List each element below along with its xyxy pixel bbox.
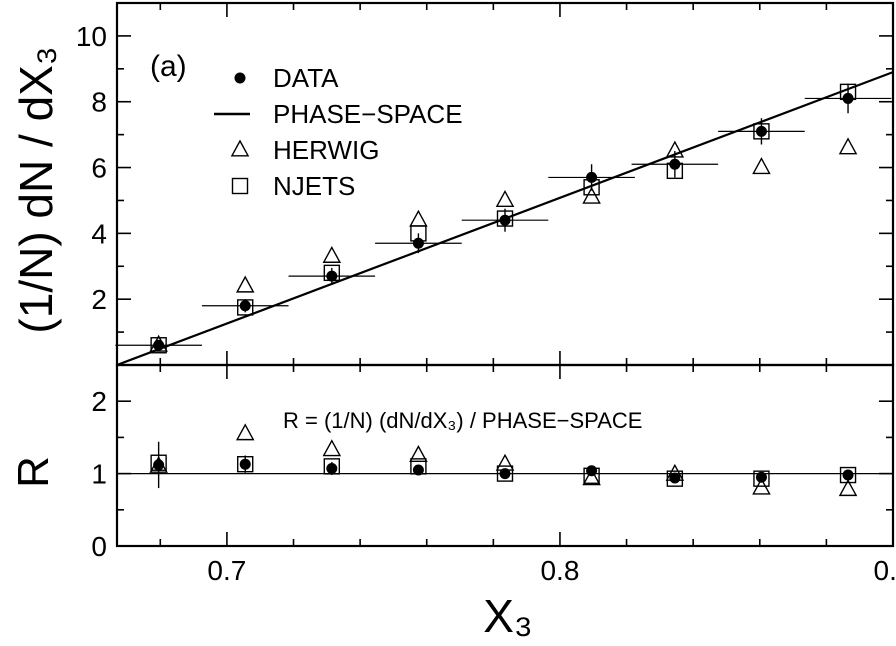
ratio-njets-point bbox=[666, 470, 684, 487]
y-tick-label: 2 bbox=[91, 284, 107, 315]
ratio-data-point bbox=[842, 469, 854, 481]
herwig-point bbox=[838, 137, 858, 155]
y-tick-label: 2 bbox=[91, 386, 107, 417]
ratio-herwig-point bbox=[235, 423, 255, 441]
y-tick-label: 0 bbox=[91, 531, 107, 562]
ratio-data-point bbox=[326, 463, 338, 475]
ratio-njets-point bbox=[237, 455, 254, 473]
data-point bbox=[586, 171, 598, 183]
ratio-njets-point bbox=[496, 465, 514, 482]
x-axis-label: X₃ bbox=[483, 590, 532, 642]
y-tick-label: 4 bbox=[91, 218, 107, 249]
legend-label: DATA bbox=[273, 63, 339, 93]
ratio-herwig-point bbox=[838, 479, 858, 497]
y-tick-label: 10 bbox=[76, 21, 107, 52]
ratio-data-point bbox=[586, 465, 598, 477]
chart-marks: 0.7 0.8 0.9 2 4 6 8 10 0 1 2 bbox=[76, 1, 896, 586]
legend-herwig-marker bbox=[230, 139, 250, 157]
data-point bbox=[755, 125, 767, 137]
data-point bbox=[239, 300, 251, 312]
data-point bbox=[153, 339, 165, 351]
top-panel-frame bbox=[115, 1, 895, 367]
ratio-herwig-point bbox=[582, 468, 601, 486]
data-point bbox=[326, 270, 338, 282]
x-tick-label: 0.7 bbox=[207, 555, 246, 586]
top-y-axis-label: (1/N) dN / dX₃ bbox=[10, 46, 62, 333]
data-point bbox=[842, 92, 854, 104]
x-tick-label: 0.8 bbox=[540, 555, 579, 586]
njets-point bbox=[753, 123, 770, 140]
legend: DATA PHASE−SPACE HERWIG NJETS bbox=[214, 63, 463, 201]
legend-label: HERWIG bbox=[273, 135, 379, 165]
x-tick-label: 0.9 bbox=[874, 555, 896, 586]
legend-label: NJETS bbox=[273, 171, 355, 201]
ratio-data-point bbox=[239, 458, 251, 470]
y-tick-label: 1 bbox=[91, 459, 107, 490]
herwig-point bbox=[752, 157, 771, 175]
y-tick-label: 8 bbox=[91, 87, 107, 118]
ratio-data-point bbox=[755, 471, 767, 483]
herwig-point bbox=[409, 209, 428, 227]
bottom-y-axis-label: R bbox=[9, 456, 58, 488]
legend-label: PHASE−SPACE bbox=[273, 99, 463, 129]
njets-point bbox=[237, 299, 254, 316]
y-tick-label: 6 bbox=[91, 153, 107, 184]
ratio-data-point bbox=[499, 468, 511, 480]
legend-njets-marker bbox=[231, 177, 249, 195]
ratio-njets-point bbox=[839, 466, 857, 484]
ratio-data-point bbox=[669, 472, 681, 484]
herwig-point bbox=[582, 186, 601, 204]
herwig-point bbox=[235, 275, 255, 293]
ratio-annotation: R = (1/N) (dN/dX₃) / PHASE−SPACE bbox=[283, 408, 642, 433]
ratio-data-point bbox=[153, 459, 165, 471]
ratio-herwig-point bbox=[409, 445, 428, 463]
bottom-panel-frame bbox=[115, 363, 895, 548]
herwig-point bbox=[665, 140, 685, 158]
ratio-herwig-point bbox=[322, 439, 342, 457]
ratio-njets-point bbox=[753, 470, 770, 487]
data-point bbox=[499, 214, 511, 226]
legend-data-marker bbox=[234, 72, 246, 84]
ratio-data-point bbox=[412, 464, 424, 476]
herwig-point bbox=[322, 245, 342, 263]
ratio-herwig-point bbox=[495, 453, 515, 471]
njets-point bbox=[496, 210, 514, 227]
njets-point bbox=[150, 337, 167, 354]
data-point bbox=[412, 237, 424, 249]
data-point bbox=[669, 158, 681, 170]
herwig-point bbox=[495, 189, 515, 208]
panel-label: (a) bbox=[150, 50, 187, 83]
